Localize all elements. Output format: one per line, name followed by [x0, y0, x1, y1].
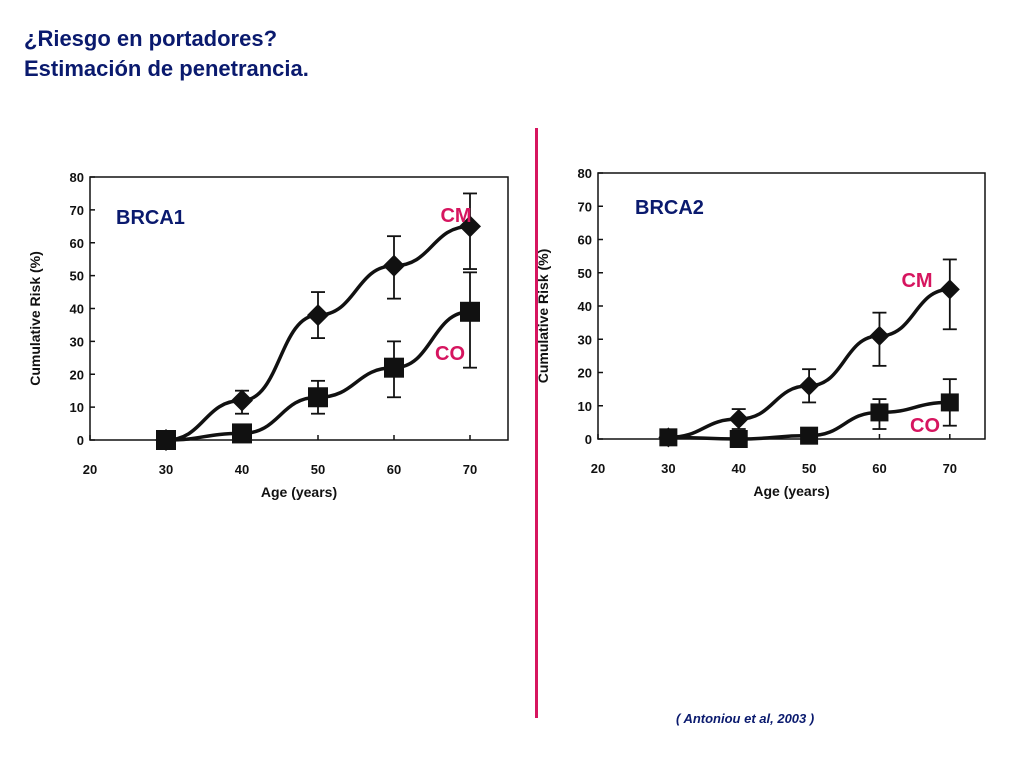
y-axis-title: Cumulative Risk (%)	[27, 251, 43, 386]
series-co	[156, 271, 480, 450]
series-line	[668, 287, 950, 440]
square-point	[460, 301, 480, 322]
gene-label: BRCA2	[635, 197, 704, 219]
diamond-point	[307, 304, 329, 327]
square-point	[232, 423, 252, 444]
series-label-co: CO	[910, 415, 940, 437]
x-axis-title: Age (years)	[261, 484, 337, 500]
x-tick-label: 20	[591, 461, 605, 476]
y-axis-title: Cumulative Risk (%)	[535, 249, 551, 384]
x-tick-label: 30	[661, 461, 675, 476]
series-cm	[658, 258, 960, 448]
y-tick-label: 30	[70, 334, 84, 349]
brca1-chart: 0 10 20 30 40 50 60 70 80 20 30 40 50 60 70 Age (years)…	[27, 170, 509, 500]
y-tick-label: 70	[70, 203, 84, 218]
slide-title-line-2: Estimación de penetrancia.	[24, 56, 309, 81]
diamond-point	[383, 254, 405, 277]
series-label-cm: CM	[901, 270, 932, 292]
diamond-point	[231, 389, 253, 412]
x-axis-title: Age (years)	[753, 483, 829, 499]
slide-title: ¿Riesgo en portadores? Estimación de pen…	[24, 24, 309, 84]
y-tick-label: 10	[578, 399, 592, 414]
x-tick-label: 40	[731, 461, 745, 476]
citation: ( Antoniou et al, 2003 )	[676, 711, 815, 726]
diamond-point	[459, 215, 481, 238]
x-tick-label: 50	[802, 461, 816, 476]
y-tick-label: 80	[70, 170, 84, 185]
y-tick-label: 10	[70, 400, 84, 415]
series-co	[659, 378, 959, 448]
slide-title-line-1: ¿Riesgo en portadores?	[24, 26, 278, 51]
x-tick-label: 50	[311, 462, 325, 477]
y-tick-label: 80	[578, 166, 592, 181]
x-tick-label: 70	[943, 461, 957, 476]
square-point	[940, 393, 959, 412]
gene-label: BRCA1	[116, 207, 185, 229]
square-point	[800, 426, 819, 445]
y-tick-label: 30	[578, 332, 592, 347]
diamond-point	[799, 375, 820, 396]
diamond-point	[939, 279, 960, 300]
square-point	[156, 430, 176, 450]
y-tick-label: 60	[70, 236, 84, 251]
y-tick-label: 40	[70, 302, 84, 317]
panel-divider	[535, 128, 538, 718]
y-tick-label: 40	[578, 299, 592, 314]
diamond-point	[869, 325, 890, 346]
x-tick-label: 20	[83, 462, 97, 477]
square-point	[729, 430, 748, 448]
x-tick-label: 40	[235, 462, 249, 477]
brca2-chart: 0 10 20 30 40 50 60 70 80 20 30 40 50 60 70 Age (years)…	[535, 166, 986, 499]
y-tick-label: 20	[70, 367, 84, 382]
y-tick-label: 0	[585, 432, 592, 447]
square-point	[870, 403, 889, 422]
square-point	[659, 428, 678, 447]
square-point	[308, 387, 328, 408]
y-tick-label: 70	[578, 199, 592, 214]
diamond-point	[728, 409, 749, 430]
x-tick-label: 30	[159, 462, 173, 477]
x-tick-label: 60	[387, 462, 401, 477]
y-tick-label: 60	[578, 233, 592, 248]
x-tick-label: 70	[463, 462, 477, 477]
x-tick-label: 60	[872, 461, 886, 476]
y-tick-label: 50	[70, 269, 84, 284]
series-label-co: CO	[435, 343, 465, 365]
y-tick-label: 50	[578, 266, 592, 281]
series-label-cm: CM	[440, 205, 471, 227]
square-point	[384, 357, 404, 378]
y-tick-label: 20	[578, 366, 592, 381]
y-tick-label: 0	[77, 433, 84, 448]
